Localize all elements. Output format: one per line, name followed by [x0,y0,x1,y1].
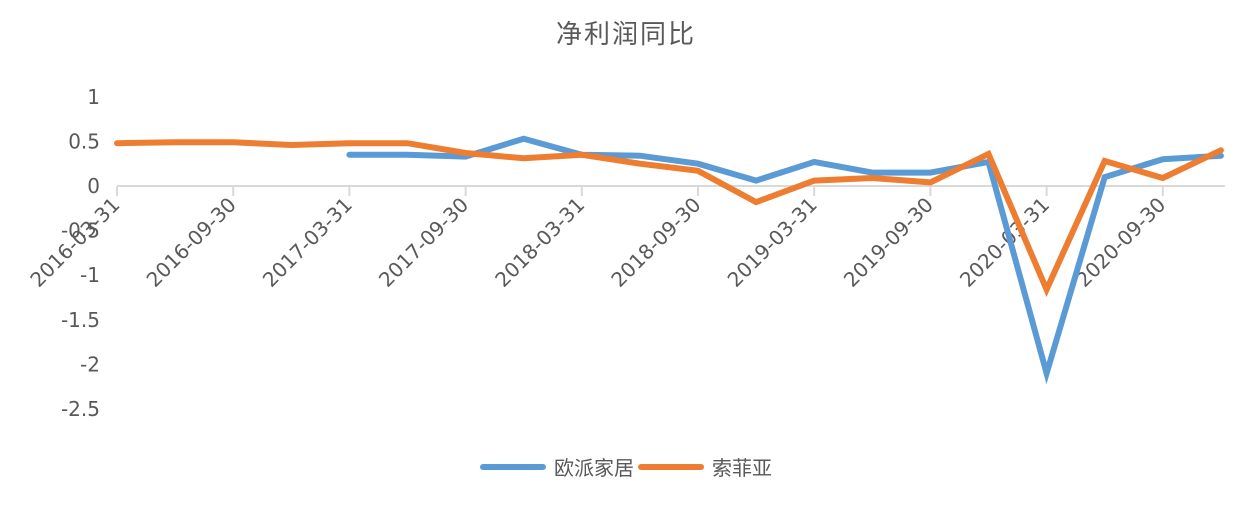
legend-swatch-line-icon [480,463,546,470]
x-tick-label: 2018-03-31 [490,193,589,292]
y-tick-label: -0.5 [61,219,100,243]
x-tick-label: 2016-03-31 [25,193,124,292]
y-tick-label: -1 [80,263,100,287]
x-tick-label: 2019-03-31 [723,193,822,292]
chart-title: 净利润同比 [555,20,696,50]
x-tick-label: 2019-09-30 [839,193,938,292]
x-tick-label: 2018-09-30 [606,193,705,292]
y-tick-label: -1.5 [61,308,100,332]
y-tick-label: 0 [87,174,100,198]
legend-item-oppein[interactable]: 欧派家居 [480,452,634,481]
y-tick-label: -2 [80,352,100,376]
x-axis: 2016-03-31 2016-09-30 2017-03-31 2017-09-30… [25,185,1225,292]
legend-item-sogal[interactable]: 索菲亚 [638,452,772,481]
legend: 欧派家居 索菲亚 [0,452,1252,481]
y-tick-label: 0.5 [68,129,100,153]
legend-label: 欧派家居 [554,456,634,480]
series-line-1 [114,139,1224,297]
x-tick-label: 2017-03-31 [258,193,357,292]
series-line-0 [346,135,1224,385]
legend-label: 索菲亚 [712,456,772,480]
y-tick-label: 1 [87,85,100,109]
legend-swatch-line-icon [638,463,704,470]
y-axis: 1 0.5 0 -0.5 -1 -1.5 -2 -2.5 [61,85,100,421]
y-tick-label: -2.5 [61,397,100,421]
series-lines [114,135,1224,385]
x-tick-label: 2016-09-30 [142,193,241,292]
x-tick-label: 2017-09-30 [374,193,473,292]
